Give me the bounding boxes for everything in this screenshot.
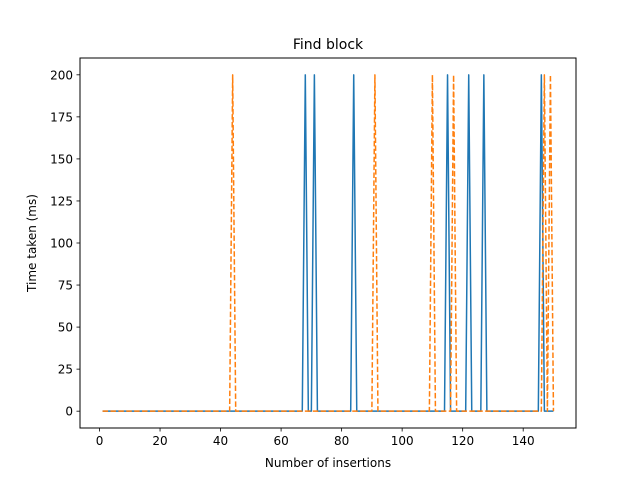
plot-area — [102, 74, 555, 412]
y-tick-label: 200 — [50, 68, 73, 82]
x-tick-label: 100 — [391, 434, 414, 448]
x-tick-label: 20 — [152, 434, 167, 448]
chart-title: Find block — [293, 37, 364, 53]
y-axis-label: Time taken (ms) — [25, 194, 39, 293]
x-tick-label: 0 — [96, 434, 104, 448]
y-tick-label: 50 — [58, 321, 73, 335]
y-tick-label: 25 — [58, 363, 73, 377]
series-2-line — [102, 74, 555, 412]
y-tick-label: 100 — [50, 237, 73, 251]
x-tick-label: 40 — [213, 434, 228, 448]
x-tick-label: 60 — [273, 434, 288, 448]
y-axis: 0 25 50 75 100 125 150 175 200 — [50, 68, 80, 419]
y-tick-label: 0 — [65, 405, 73, 419]
y-tick-label: 150 — [50, 152, 73, 166]
y-tick-label: 175 — [50, 110, 73, 124]
x-axis: 0 20 40 60 80 100 120 140 — [96, 428, 535, 448]
x-tick-label: 80 — [334, 434, 349, 448]
y-tick-label: 125 — [50, 194, 73, 208]
x-tick-label: 140 — [512, 434, 535, 448]
x-tick-label: 120 — [451, 434, 474, 448]
y-tick-label: 75 — [58, 279, 73, 293]
x-axis-label: Number of insertions — [265, 456, 391, 470]
